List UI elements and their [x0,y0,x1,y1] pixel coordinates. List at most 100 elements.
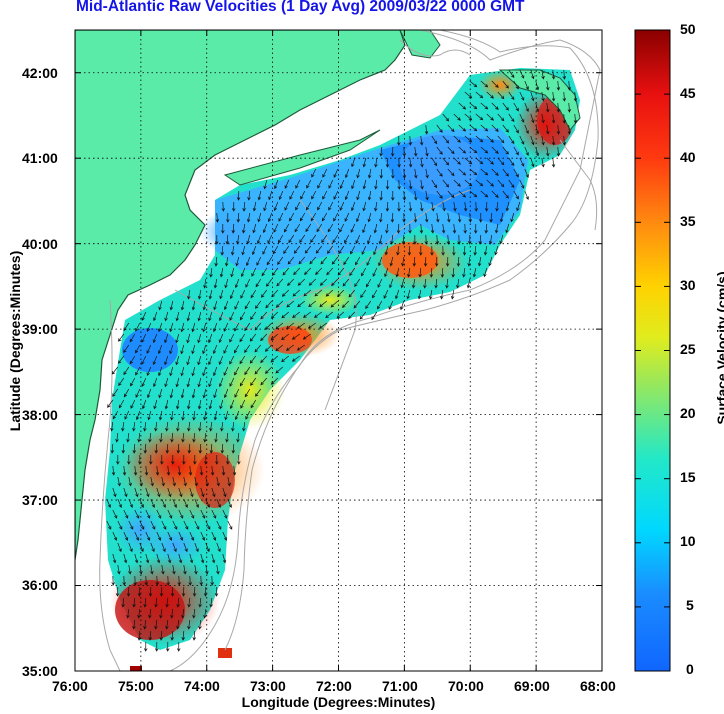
velocity-arrow [232,465,237,476]
velocity-arrow [212,366,218,377]
velocity-arrow [406,289,411,300]
velocity-arrow [143,619,147,630]
velocity-arrow [178,553,183,564]
velocity-arrow [148,608,152,619]
velocity-arrow [180,322,185,333]
velocity-arrow [469,80,478,88]
velocity-arrow [317,201,323,211]
velocity-arrow [192,432,196,443]
velocity-arrow [249,355,257,364]
velocity-arrow [137,630,141,641]
velocity-arrow [519,69,525,79]
velocity-arrow [447,124,455,133]
velocity-arrow [216,542,221,553]
velocity-arrow [541,113,545,124]
velocity-arrow [175,311,180,322]
velocity-arrow [170,586,175,597]
velocity-arrow [245,410,251,420]
velocity-arrow [441,223,446,234]
velocity-arrow [299,234,306,244]
velocity-arrow [249,333,257,342]
velocity-arrow [419,223,424,234]
velocity-arrow [491,80,499,88]
velocity-arrow [491,124,499,132]
velocity-arrow [401,256,405,267]
velocity-arrow [256,234,262,245]
velocity-arrow [453,157,461,165]
velocity-arrow [126,432,130,443]
velocity-arrow [192,410,196,421]
velocity-arrow [141,355,147,365]
velocity-arrow [371,311,378,321]
velocity-arrow [112,553,117,564]
velocity-arrow [464,157,473,165]
velocity-arrow [541,69,545,80]
velocity-arrow [562,135,567,146]
velocity-arrow [202,322,207,333]
velocity-arrow [390,191,395,201]
velocity-arrow [234,344,240,354]
velocity-arrow [172,498,177,508]
y-tick-label: 35:00 [22,663,58,679]
velocity-arrow [281,289,290,297]
velocity-arrow [159,630,163,641]
velocity-arrow [420,201,424,212]
velocity-arrow [220,443,224,454]
velocity-arrow [143,421,147,432]
x-tick-label: 71:00 [382,678,418,694]
velocity-arrow [213,300,218,311]
velocity-arrow [447,190,455,199]
velocity-arrow [480,80,489,88]
velocity-arrow [118,333,125,342]
velocity-arrow [417,289,422,300]
velocity-arrow [211,487,216,498]
land [75,30,581,561]
velocity-arrow [132,619,136,630]
velocity-arrow [319,322,328,329]
velocity-arrow [197,289,202,300]
velocity-arrow [221,224,225,234]
velocity-arrow [191,388,196,399]
velocity-arrow [132,421,136,432]
velocity-arrow [210,575,214,586]
velocity-arrow [180,388,185,399]
velocity-arrow [134,531,140,541]
velocity-arrow [186,355,191,366]
grid-lines [75,30,602,671]
velocity-arrow [153,311,158,322]
velocity-arrow [556,124,561,135]
velocity-arrow [425,146,429,157]
velocity-arrow [356,212,361,223]
velocity-arrow [220,421,224,432]
velocity-arrow [292,311,301,318]
x-tick-label: 68:00 [580,678,616,694]
velocity-arrow [117,542,122,553]
velocity-arrow [164,377,169,388]
velocity-arrow [286,278,295,287]
velocity-arrow [154,421,158,432]
velocity-arrow [157,344,163,355]
velocity-arrow [489,212,493,223]
velocity-arrow [161,476,165,487]
velocity-arrow [256,256,262,266]
velocity-arrow [275,322,284,330]
velocity-arrow [350,201,356,212]
velocity-arrow [223,300,229,311]
velocity-arrow [284,201,290,211]
velocity-arrow [240,399,246,409]
velocity-arrow [413,234,417,245]
velocity-arrow [154,641,159,652]
velocity-arrow [431,135,438,145]
velocity-arrow [270,311,279,319]
velocity-arrow [337,289,345,298]
velocity-arrow [480,124,489,132]
velocity-arrow [158,366,163,377]
velocity-arrow [464,179,473,187]
velocity-arrow [175,399,180,410]
y-tick-label: 39:00 [22,321,58,337]
velocity-arrow [281,311,290,319]
velocity-arrow [457,212,462,223]
velocity-arrow [180,344,185,355]
velocity-arrow [325,311,334,319]
velocity-arrow [260,377,268,386]
